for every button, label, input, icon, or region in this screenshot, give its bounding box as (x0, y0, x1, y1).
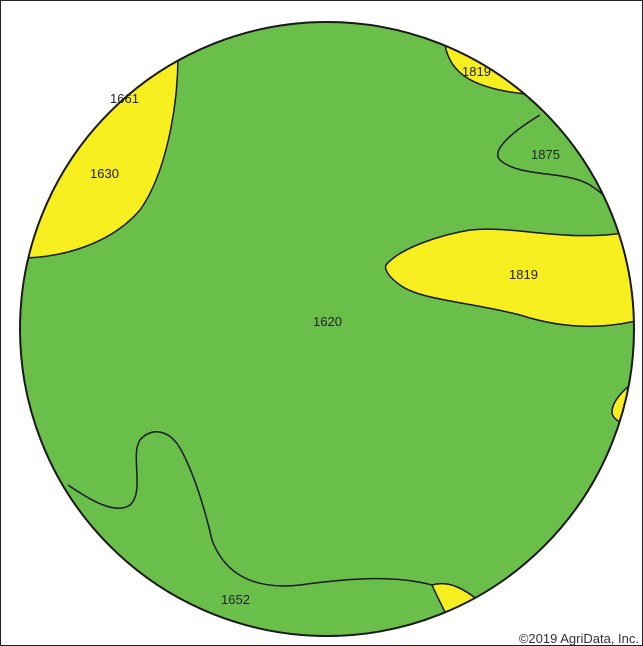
label-1630: 1630 (90, 166, 119, 181)
field-boundary (20, 22, 634, 636)
label-1875: 1875 (531, 147, 560, 162)
field-outline (19, 21, 635, 637)
zone-1819-right-area (384, 228, 634, 328)
label-1620: 1620 (313, 314, 342, 329)
label-1819-right: 1819 (509, 267, 538, 282)
label-1819-top: 1819 (462, 64, 491, 79)
copyright-notice: ©2019 AgriData, Inc. (518, 631, 639, 646)
label-1652: 1652 (221, 592, 250, 607)
zone-1652-boundary (67, 431, 481, 611)
label-1661: 1661 (110, 91, 139, 106)
